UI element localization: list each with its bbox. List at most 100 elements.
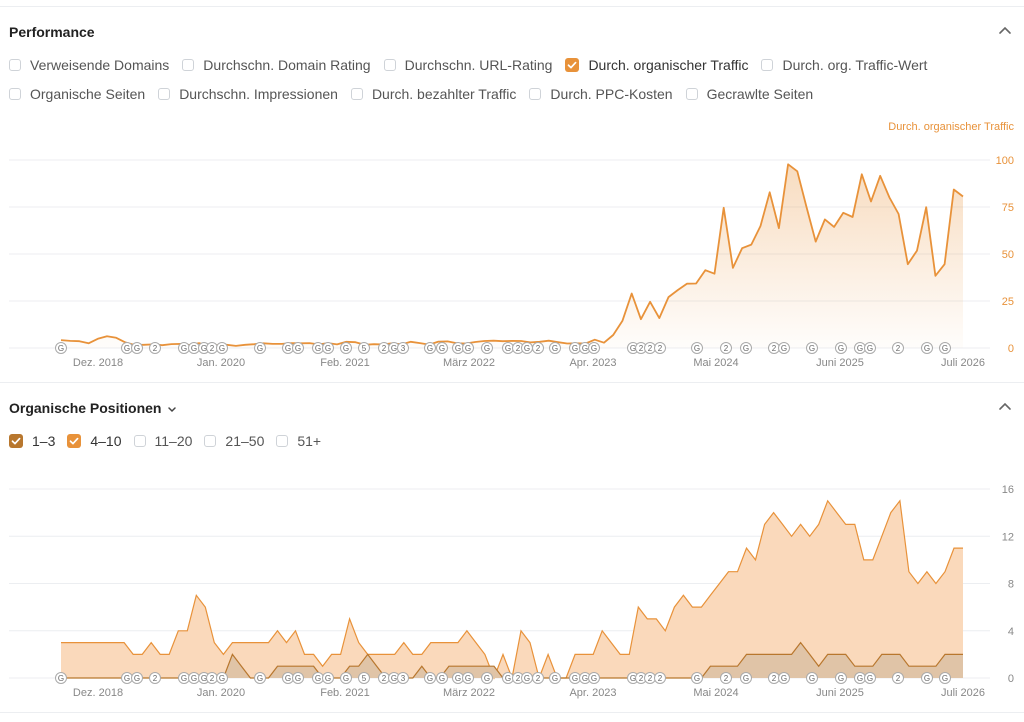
google-update-icon[interactable]: G: [921, 342, 933, 354]
annotation-marker[interactable]: 2: [892, 672, 904, 684]
checkbox-empty-icon[interactable]: [761, 59, 774, 71]
checkbox-1-3[interactable]: 1–3: [9, 433, 55, 449]
checkbox-empty-icon[interactable]: [685, 88, 698, 100]
google-update-icon[interactable]: G: [569, 672, 581, 684]
google-update-icon[interactable]: G: [502, 342, 514, 354]
google-update-icon[interactable]: G: [864, 342, 876, 354]
google-update-icon[interactable]: G: [569, 342, 581, 354]
google-update-icon[interactable]: G: [854, 672, 866, 684]
checkbox-verweisende-domains[interactable]: Verweisende Domains: [9, 57, 169, 73]
annotation-marker[interactable]: 5: [358, 342, 370, 354]
google-update-icon[interactable]: G: [292, 672, 304, 684]
collapse-positions-icon[interactable]: [998, 400, 1012, 414]
google-update-icon[interactable]: G: [549, 342, 561, 354]
annotation-marker[interactable]: 2: [378, 342, 390, 354]
checkbox-empty-icon[interactable]: [350, 88, 363, 100]
google-update-icon[interactable]: G: [188, 672, 200, 684]
annotation-marker[interactable]: 2: [720, 672, 732, 684]
annotation-marker[interactable]: 2: [378, 672, 390, 684]
google-update-icon[interactable]: G: [216, 342, 228, 354]
google-update-icon[interactable]: G: [521, 672, 533, 684]
annotation-marker[interactable]: 2: [206, 672, 218, 684]
google-update-icon[interactable]: G: [55, 342, 67, 354]
google-update-icon[interactable]: G: [939, 342, 951, 354]
checkbox-empty-icon[interactable]: [133, 435, 146, 447]
google-update-icon[interactable]: G: [691, 342, 703, 354]
google-update-icon[interactable]: G: [216, 672, 228, 684]
checkbox-checked-icon[interactable]: [9, 434, 23, 448]
annotation-marker[interactable]: 2: [532, 342, 544, 354]
google-update-icon[interactable]: G: [778, 342, 790, 354]
checkbox-11-20[interactable]: 11–20: [133, 433, 192, 449]
checkbox-checked-icon[interactable]: [565, 58, 580, 72]
google-update-icon[interactable]: G: [806, 342, 818, 354]
google-update-icon[interactable]: G: [131, 672, 143, 684]
checkbox-durchschn-impressionen[interactable]: Durchschn. Impressionen: [158, 86, 338, 102]
checkbox-durch-organischer-traffic[interactable]: Durch. organischer Traffic: [565, 57, 748, 73]
annotation-marker[interactable]: 2: [644, 342, 656, 354]
checkbox-durchschn-domain-rating[interactable]: Durchschn. Domain Rating: [182, 57, 371, 73]
google-update-icon[interactable]: G: [806, 672, 818, 684]
google-update-icon[interactable]: G: [322, 672, 334, 684]
google-update-icon[interactable]: G: [864, 672, 876, 684]
annotation-marker[interactable]: 2: [532, 672, 544, 684]
google-update-icon[interactable]: G: [322, 342, 334, 354]
google-update-icon[interactable]: G: [921, 672, 933, 684]
google-update-icon[interactable]: G: [55, 672, 67, 684]
google-update-icon[interactable]: G: [452, 342, 464, 354]
google-update-icon[interactable]: G: [340, 342, 352, 354]
checkbox-51[interactable]: 51+: [276, 433, 321, 449]
annotation-marker[interactable]: 2: [654, 342, 666, 354]
google-update-icon[interactable]: G: [121, 672, 133, 684]
google-update-icon[interactable]: G: [178, 342, 190, 354]
google-update-icon[interactable]: G: [452, 672, 464, 684]
checkbox-empty-icon[interactable]: [383, 59, 396, 71]
google-update-icon[interactable]: G: [939, 672, 951, 684]
checkbox-organische-seiten[interactable]: Organische Seiten: [9, 86, 145, 102]
checkbox-gecrawlte-seiten[interactable]: Gecrawlte Seiten: [685, 86, 813, 102]
annotation-marker[interactable]: 2: [768, 672, 780, 684]
annotation-marker[interactable]: 2: [149, 672, 161, 684]
checkbox-durch-org-traffic-wert[interactable]: Durch. org. Traffic-Wert: [761, 57, 927, 73]
google-update-icon[interactable]: G: [312, 672, 324, 684]
annotation-marker[interactable]: 2: [206, 342, 218, 354]
google-update-icon[interactable]: G: [481, 342, 493, 354]
google-update-icon[interactable]: G: [282, 672, 294, 684]
google-update-icon[interactable]: G: [462, 342, 474, 354]
google-update-icon[interactable]: G: [131, 342, 143, 354]
google-update-icon[interactable]: G: [778, 672, 790, 684]
google-update-icon[interactable]: G: [436, 672, 448, 684]
checkbox-empty-icon[interactable]: [276, 435, 289, 447]
checkbox-empty-icon[interactable]: [204, 435, 217, 447]
google-update-icon[interactable]: G: [854, 342, 866, 354]
google-update-icon[interactable]: G: [835, 672, 847, 684]
checkbox-empty-icon[interactable]: [182, 59, 195, 71]
google-update-icon[interactable]: G: [340, 672, 352, 684]
google-update-icon[interactable]: G: [254, 672, 266, 684]
annotation-marker[interactable]: 2: [892, 342, 904, 354]
checkbox-durch-ppc-kosten[interactable]: Durch. PPC-Kosten: [529, 86, 673, 102]
checkbox-durch-bezahlter-traffic[interactable]: Durch. bezahlter Traffic: [350, 86, 516, 102]
google-update-icon[interactable]: G: [588, 342, 600, 354]
google-update-icon[interactable]: G: [436, 342, 448, 354]
checkbox-empty-icon[interactable]: [158, 88, 171, 100]
google-update-icon[interactable]: G: [424, 342, 436, 354]
annotation-marker[interactable]: 2: [644, 672, 656, 684]
checkbox-4-10[interactable]: 4–10: [67, 433, 122, 449]
annotation-marker[interactable]: 2: [720, 342, 732, 354]
checkbox-empty-icon[interactable]: [529, 88, 542, 100]
google-update-icon[interactable]: G: [312, 342, 324, 354]
annotation-marker[interactable]: 2: [768, 342, 780, 354]
google-update-icon[interactable]: G: [588, 672, 600, 684]
google-update-icon[interactable]: G: [740, 342, 752, 354]
google-update-icon[interactable]: G: [549, 672, 561, 684]
annotation-marker[interactable]: 3: [397, 672, 409, 684]
checkbox-durchschn-url-rating[interactable]: Durchschn. URL-Rating: [383, 57, 552, 73]
google-update-icon[interactable]: G: [740, 672, 752, 684]
annotation-marker[interactable]: 2: [149, 342, 161, 354]
checkbox-empty-icon[interactable]: [9, 59, 21, 71]
collapse-performance-icon[interactable]: [998, 24, 1012, 38]
google-update-icon[interactable]: G: [835, 342, 847, 354]
annotation-marker[interactable]: 5: [358, 672, 370, 684]
google-update-icon[interactable]: G: [521, 342, 533, 354]
